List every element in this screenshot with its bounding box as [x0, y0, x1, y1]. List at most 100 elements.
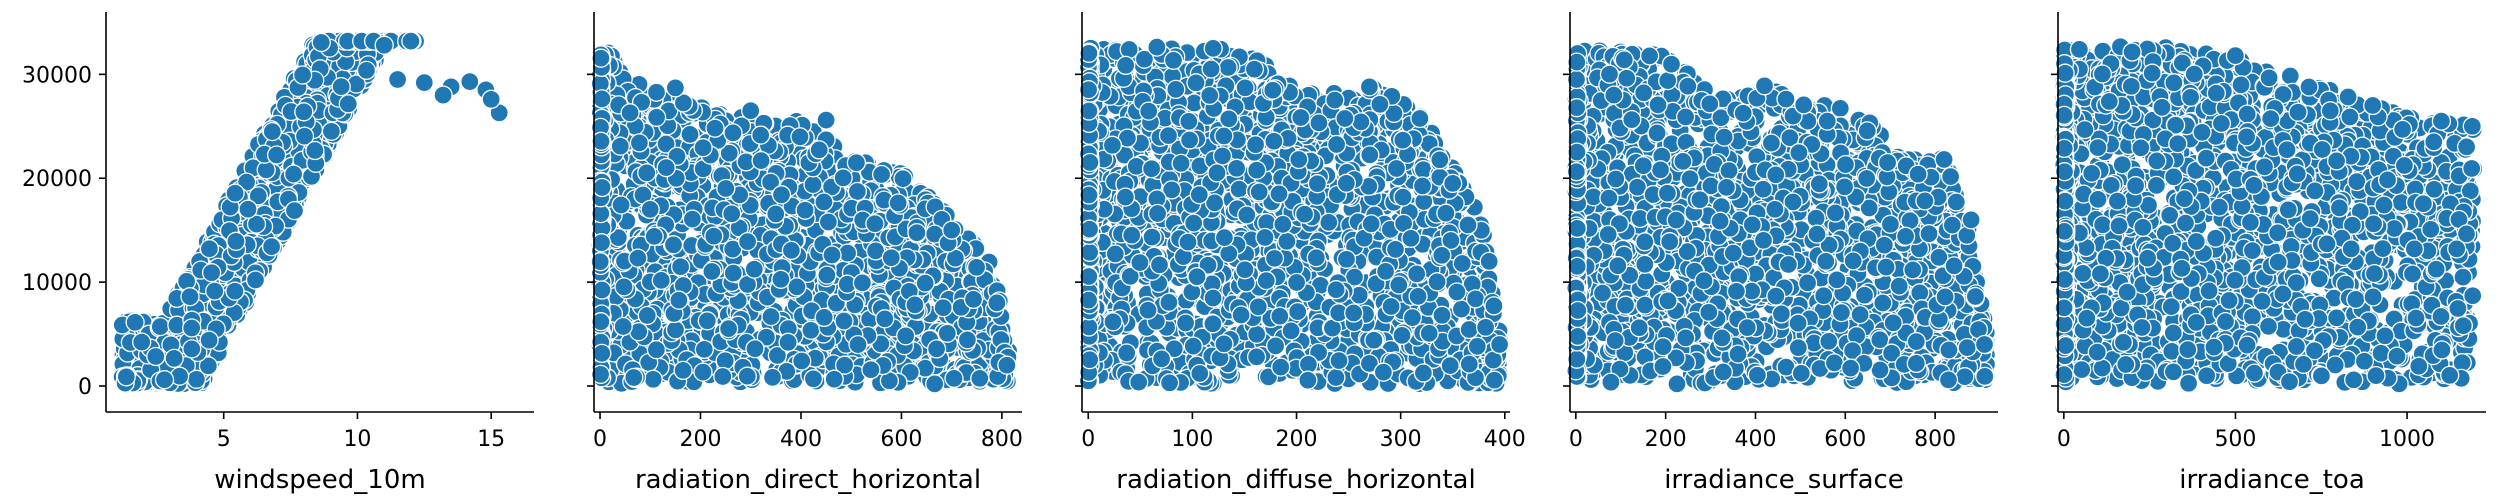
data-point	[226, 231, 246, 251]
data-point	[907, 223, 927, 243]
data-point	[146, 346, 166, 367]
data-point	[338, 94, 358, 114]
data-point	[771, 269, 791, 289]
data-point	[693, 138, 713, 158]
data-point	[715, 351, 735, 371]
data-point	[722, 204, 742, 224]
data-point	[704, 226, 724, 246]
data-point	[846, 153, 867, 173]
data-point	[164, 348, 184, 369]
scatter-panel-3: 0 100 200 300 400radiation_diffuse_horizonta…	[1075, 12, 1526, 495]
data-point	[592, 177, 612, 198]
data-point	[1235, 78, 1255, 98]
data-point	[670, 257, 691, 277]
data-point	[744, 259, 764, 279]
data-point	[824, 369, 844, 389]
data-point	[737, 231, 758, 252]
data-point	[970, 368, 990, 388]
data-point	[751, 125, 771, 145]
data-point	[356, 60, 377, 81]
data-point	[387, 69, 408, 90]
data-point	[847, 181, 868, 202]
data-point	[694, 339, 714, 360]
data-point	[893, 169, 913, 189]
data-point	[637, 305, 657, 326]
data-point	[665, 320, 686, 340]
data-point	[613, 316, 633, 337]
data-point	[669, 290, 689, 310]
data-point	[182, 318, 202, 338]
data-point	[637, 163, 657, 183]
data-point	[852, 273, 873, 293]
data-point	[905, 295, 925, 315]
data-point	[888, 193, 908, 213]
data-point	[803, 369, 824, 389]
data-point	[611, 195, 631, 215]
data-points	[1078, 37, 1510, 394]
data-point	[433, 85, 453, 105]
data-point	[640, 199, 660, 220]
data-point	[762, 367, 783, 388]
data-point	[861, 360, 881, 380]
data-point	[809, 140, 829, 160]
data-point	[781, 240, 802, 261]
data-point	[646, 340, 667, 360]
data-point	[225, 281, 245, 301]
data-point	[787, 277, 807, 297]
x-tick-label: 200	[679, 427, 721, 452]
data-point	[705, 118, 725, 138]
data-points	[112, 31, 509, 394]
data-point	[592, 343, 612, 364]
data-point	[199, 239, 220, 259]
data-point	[460, 71, 480, 92]
data-point	[680, 124, 700, 145]
data-point	[766, 204, 786, 224]
data-point	[116, 367, 136, 387]
data-point	[150, 316, 170, 337]
data-point	[266, 145, 287, 165]
data-point	[205, 281, 225, 301]
data-point	[966, 257, 987, 277]
data-point	[817, 265, 837, 285]
data-point	[1407, 264, 1427, 284]
data-point	[818, 212, 839, 232]
data-point	[881, 248, 901, 268]
data-point	[182, 339, 202, 359]
data-point	[716, 178, 736, 199]
data-point	[374, 35, 394, 55]
data-point	[926, 339, 947, 359]
data-point	[154, 370, 175, 390]
data-point	[790, 127, 810, 147]
data-point	[624, 367, 644, 388]
data-point	[481, 89, 501, 109]
data-point	[816, 110, 836, 130]
data-point	[321, 121, 342, 141]
data-point	[1203, 288, 1223, 308]
data-point	[132, 332, 152, 352]
data-point	[1166, 79, 1186, 100]
data-point	[737, 366, 757, 386]
data-point	[283, 164, 304, 184]
data-point	[180, 287, 200, 307]
data-point	[865, 214, 885, 234]
data-point	[673, 360, 693, 381]
data-point	[665, 78, 686, 98]
data-point	[987, 293, 1007, 313]
x-tick-label: 10	[343, 427, 371, 452]
data-point	[1190, 363, 1210, 384]
data-point	[292, 65, 313, 85]
data-point	[871, 164, 892, 185]
data-point	[591, 233, 612, 253]
y-tick-label: 10000	[22, 271, 92, 296]
data-point	[751, 150, 771, 171]
data-point	[225, 183, 245, 203]
data-point	[628, 248, 648, 268]
data-point	[814, 307, 834, 328]
data-point	[933, 298, 953, 318]
data-point	[592, 89, 612, 109]
data-point	[693, 362, 713, 382]
data-point	[643, 369, 663, 389]
data-point	[741, 101, 761, 121]
data-point	[944, 368, 964, 389]
